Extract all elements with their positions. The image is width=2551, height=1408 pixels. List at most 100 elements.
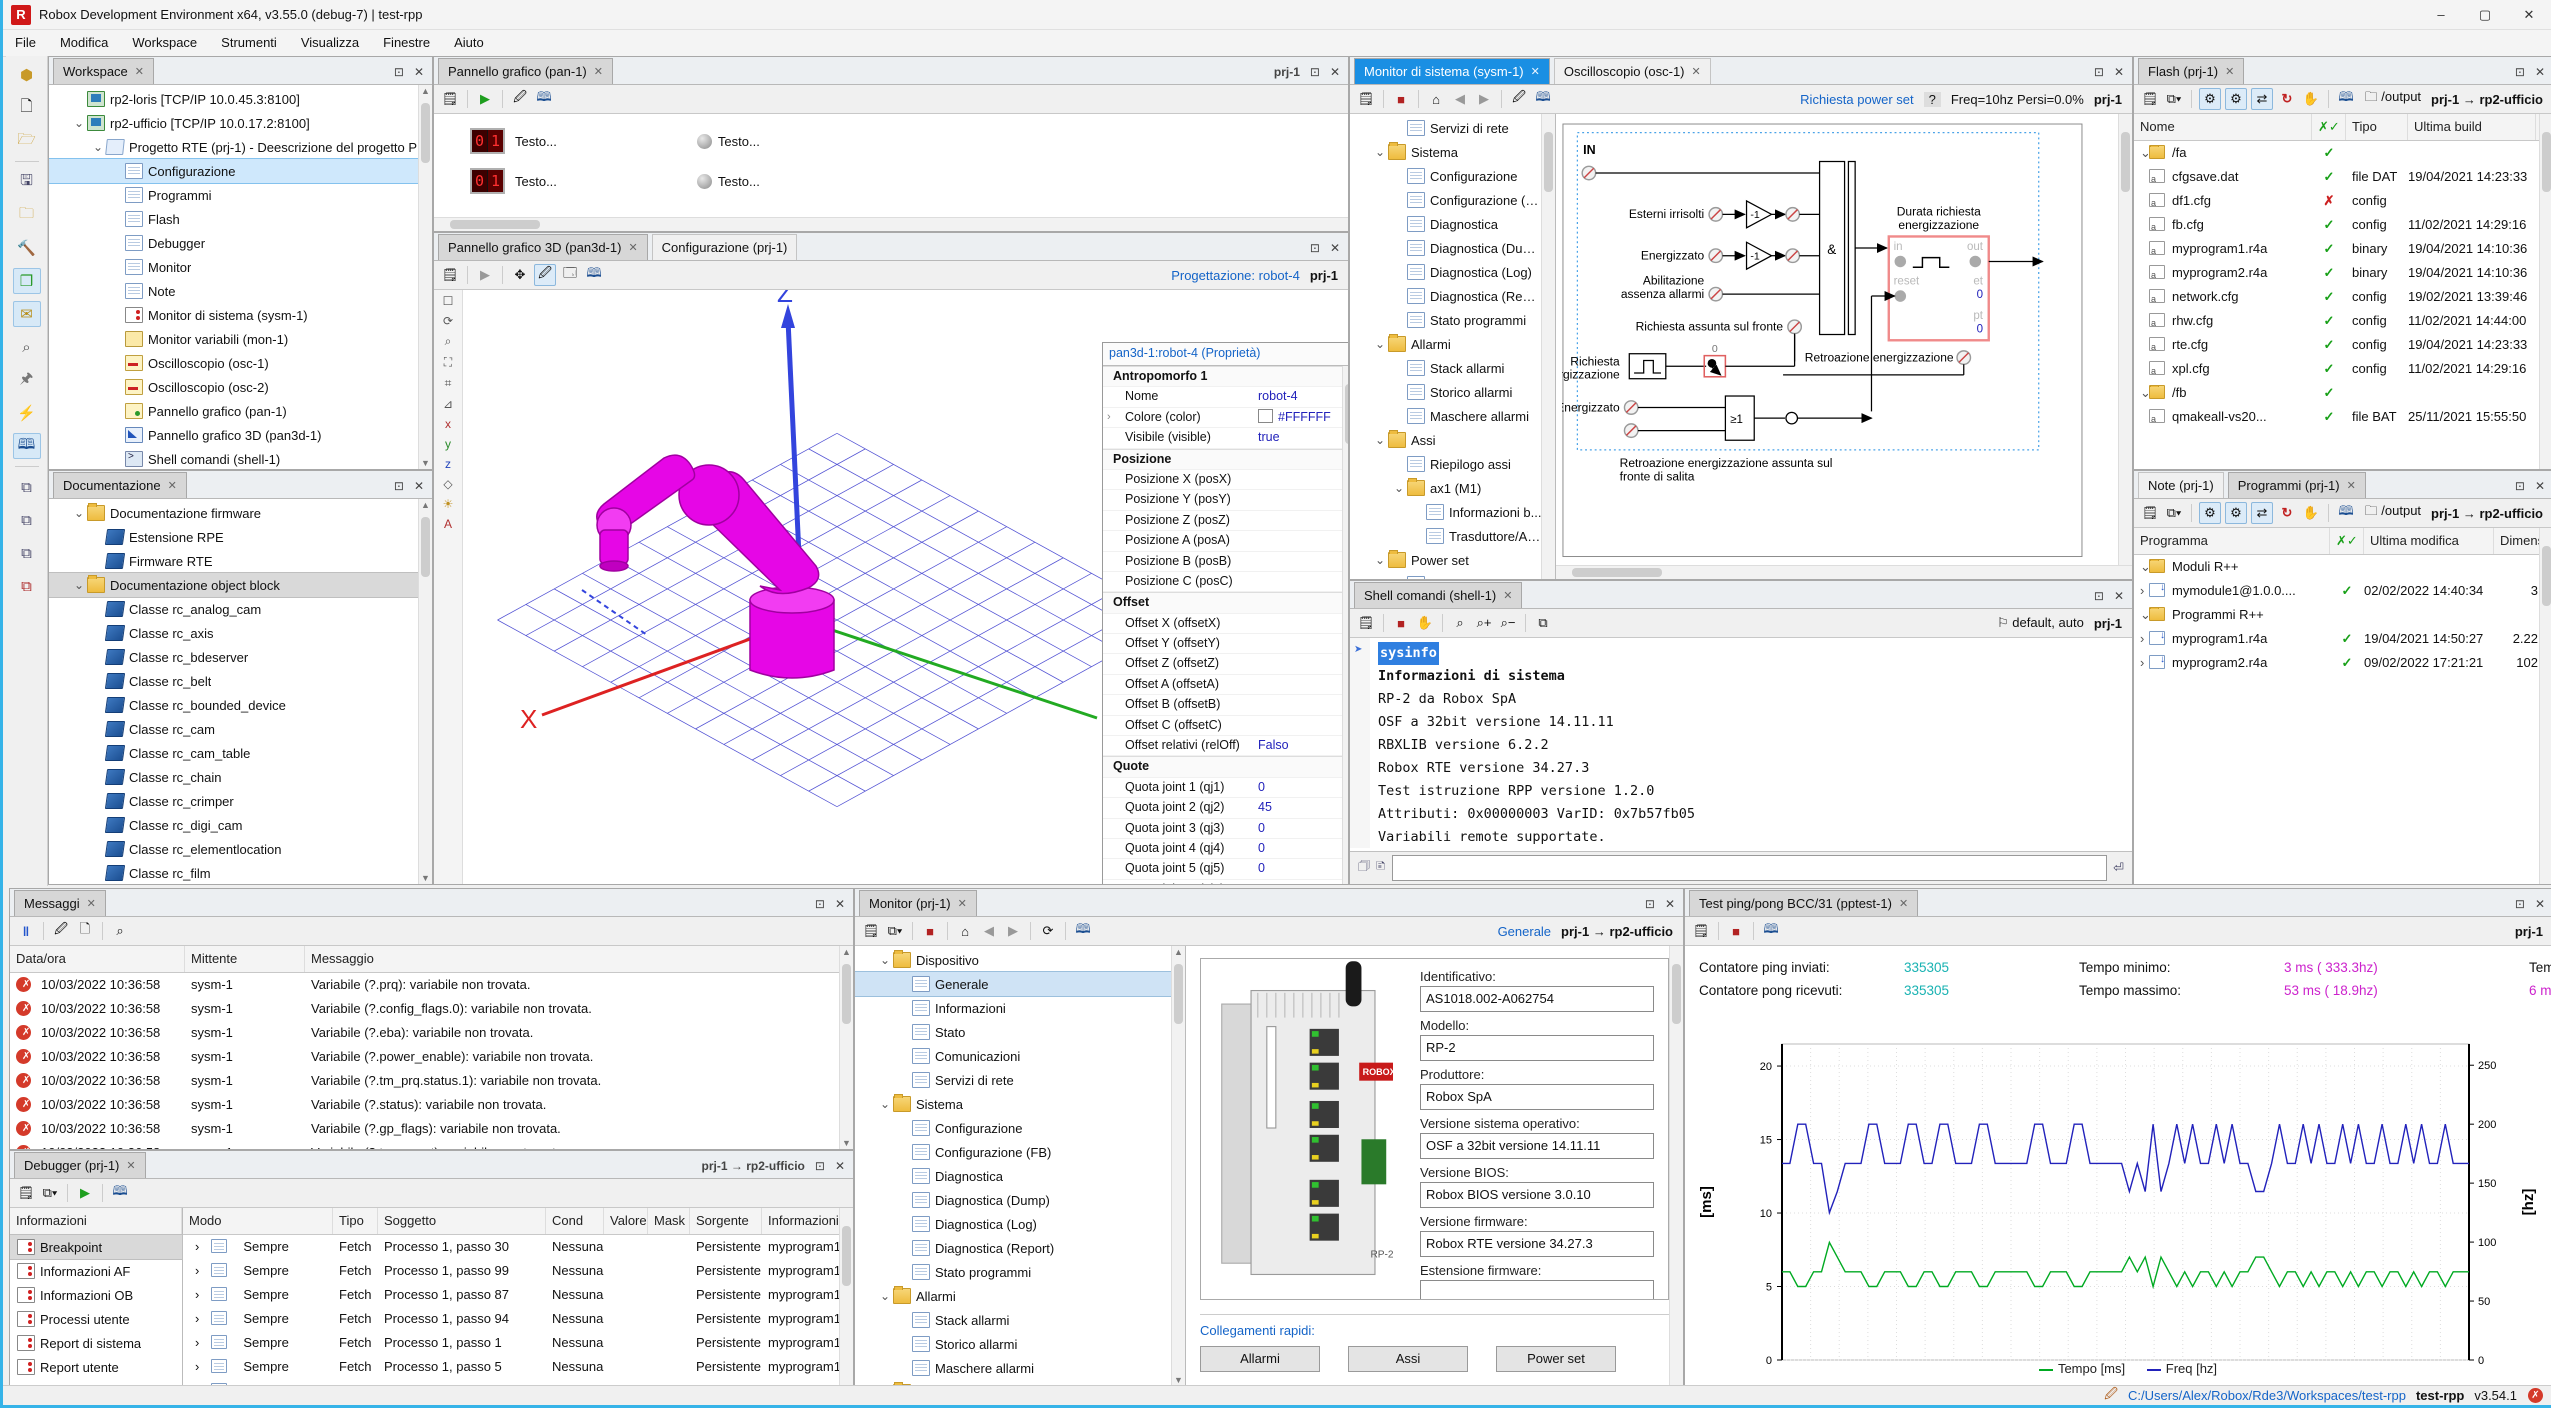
breakpoint-row[interactable]: › Sempre Fetch Processo 1, passo 30 Nessu… (183, 1235, 853, 1259)
field-value[interactable]: RP-2 (1420, 1035, 1654, 1061)
search-icon[interactable]: ⌕ (1456, 615, 1464, 630)
flash-file-row[interactable]: qmakeall-vs20... ✓ file BAT 25/11/2021 1… (2134, 405, 2551, 429)
float-panel-icon[interactable]: ⊡ (2093, 589, 2104, 603)
menu-finestre[interactable]: Finestre (383, 35, 431, 50)
pause-icon[interactable]: ‖ (22, 923, 30, 939)
col-tipo[interactable]: Tipo (2346, 114, 2408, 140)
expander-icon[interactable]: › (2140, 583, 2145, 598)
scrollbar[interactable] (2539, 528, 2551, 884)
close-panel-icon[interactable]: ✕ (834, 1159, 845, 1173)
program-row[interactable]: › myprogram2.r4a ✓ 09/02/2022 17:21:21 1… (2134, 651, 2551, 675)
wizard-icon[interactable]: 🗒 (2141, 91, 2159, 106)
float-panel-icon[interactable]: ⊡ (1644, 897, 1655, 911)
expander-icon[interactable] (2134, 213, 2148, 237)
property-row[interactable]: Offset Z (offsetZ) (1103, 654, 1348, 675)
property-row[interactable]: Quota joint 5 (qj5) 0 (1103, 859, 1348, 880)
menu-modifica[interactable]: Modifica (59, 35, 109, 50)
help-book-icon[interactable]: 🕮 (536, 89, 552, 104)
workspace-tree-item[interactable]: Configurazione (49, 158, 432, 184)
message-row[interactable]: ✗10/03/2022 10:36:58 sysm-1 Variabile (?… (10, 973, 853, 997)
toolbox-icon[interactable]: ⬢ (19, 67, 34, 84)
help-book-icon[interactable]: 🕮 (112, 1183, 128, 1198)
zoom-in-icon[interactable]: ⌕+ (1476, 615, 1492, 630)
col-soggetto[interactable]: Soggetto (378, 1208, 546, 1234)
views-icon[interactable]: ⧉▾ (42, 1185, 58, 1200)
monitor-tree-item[interactable]: Storico allarmi (855, 1332, 1172, 1356)
tab-note[interactable]: Note (prj-1) (2138, 472, 2224, 498)
expander-icon[interactable]: › (2140, 631, 2145, 646)
property-row[interactable]: Offset B (offsetB) (1103, 695, 1348, 716)
breakpoint-row[interactable]: › Sempre Fetch Processo 1, passo 5 Nessun… (183, 1355, 853, 1379)
debugger-category[interactable]: Report di sistema (10, 1331, 182, 1355)
run-icon[interactable]: ▶ (480, 267, 490, 282)
close-panel-icon[interactable]: ✕ (2113, 65, 2124, 79)
tab-pan1[interactable]: Pannello grafico (pan-1) ✕ (438, 58, 613, 84)
debugger-category[interactable]: Breakpoint (10, 1234, 183, 1260)
scrollbar[interactable] (2539, 114, 2551, 469)
wizard-icon[interactable]: 🗒 (17, 1185, 35, 1200)
expander-icon[interactable] (2134, 309, 2148, 333)
col-messaggio[interactable]: Messaggio (305, 946, 853, 972)
property-row[interactable]: Posizione Y (posY) (1103, 490, 1348, 511)
expander-icon[interactable]: ⌄ (1393, 481, 1405, 495)
scrollbar[interactable]: ▲ ▼ (418, 85, 432, 469)
viewport-3d[interactable]: ☐ ⟳ ⌕ ⛶ ⌗ ⊿ x y z ◇ ☀ A (434, 290, 1348, 884)
tab-close-icon[interactable]: ✕ (1503, 589, 1513, 602)
scrollbar[interactable]: ▲ ▼ (418, 499, 432, 884)
shell-output[interactable]: sysinfo Informazioni di sistema RP-2 da Ro… (1370, 638, 2118, 848)
tab-close-icon[interactable]: ✕ (957, 897, 967, 910)
sysm-tree-item[interactable]: ⌄ Power set (1374, 550, 1469, 568)
doc-tree-item[interactable]: Classe rc_axis (49, 621, 432, 645)
tab-configurazione-prj1[interactable]: Configurazione (prj-1) (651, 234, 798, 260)
sysm-tree-item[interactable]: Servizi di rete (1350, 116, 1542, 140)
light-tool-icon[interactable]: ☀ (442, 497, 454, 511)
workspace-tree-item[interactable]: Debugger (49, 231, 432, 255)
col-cond[interactable]: Cond (546, 1208, 604, 1234)
property-row[interactable]: Nome robot-4 (1103, 387, 1348, 408)
help-badge[interactable]: ? (1923, 91, 1941, 107)
scrollbar[interactable] (1669, 946, 1683, 1386)
expander-icon[interactable]: › (2140, 655, 2145, 670)
property-row[interactable]: Antropomorfo 1 (1103, 366, 1348, 388)
tab-close-icon[interactable]: ✕ (1898, 897, 1909, 910)
shell-profile[interactable]: ⚐ default, auto (1996, 615, 2084, 630)
documentation-icon[interactable]: 🕮 (12, 433, 41, 459)
col-nome[interactable]: Nome (2134, 114, 2312, 140)
doc-tree-item[interactable]: Classe rc_crimper (49, 789, 432, 813)
doc-tree-item[interactable]: Classe rc_bounded_device (49, 693, 432, 717)
tab-programmi[interactable]: Programmi (prj-1) ✕ (2227, 472, 2366, 498)
tab-close-icon[interactable]: ✕ (2225, 65, 2235, 78)
monitor-tree-item[interactable]: Diagnostica (Dump) (855, 1188, 1172, 1212)
workspace-tree-item[interactable]: ⌄ rp2-ufficio [TCP/IP 10.0.17.2:8100] (73, 115, 310, 131)
save-icon[interactable]: 🖫 (20, 171, 33, 189)
tab-close-icon[interactable]: ✕ (86, 897, 96, 910)
run-icon[interactable]: ▶ (480, 91, 490, 106)
sysm-tree-item[interactable]: ⌄ Allarmi (1374, 334, 1451, 352)
field-value[interactable]: Robox RTE versione 34.27.3 (1420, 1231, 1654, 1257)
tab-messaggi[interactable]: Messaggi ✕ (14, 890, 106, 916)
doc-tree-item[interactable]: Classe rc_elementlocation (49, 837, 432, 861)
col-check[interactable]: ✗✓ (2312, 114, 2346, 140)
help-book-icon[interactable]: 🕮 (586, 265, 602, 280)
tab-pan3d[interactable]: Pannello grafico 3D (pan3d-1) ✕ (438, 234, 648, 260)
breakpoint-row[interactable]: › Sempre Fetch Processo 1, passo 87 Nessu… (183, 1283, 853, 1307)
sync-icon[interactable]: ⇄ (2251, 502, 2273, 524)
scrollbar[interactable]: ▲ ▼ (1171, 946, 1185, 1386)
workspace-tree-item[interactable]: Programmi (49, 183, 432, 207)
doc-tree-item[interactable]: ⌄ Documentazione firmware (73, 503, 262, 521)
message-row[interactable]: ✗10/03/2022 10:36:58 sysm-1 Variabile (?… (10, 1141, 853, 1149)
window-split-icon[interactable]: ⧉ (21, 478, 32, 496)
select-mode-icon[interactable]: 🖉 (534, 264, 556, 286)
tab-close-icon[interactable]: ✕ (628, 241, 638, 254)
breakpoint-row[interactable]: › Sempre Fetch Processo 1, passo 1 Nessun… (183, 1331, 853, 1355)
flash-file-row[interactable]: myprogram1.r4a ✓ binary 19/04/2021 14:10… (2134, 237, 2551, 261)
workspace-path[interactable]: C:/Users/Alex/Robox/Rde3/Workspaces/test… (2128, 1388, 2406, 1403)
workspace-tree-item[interactable]: Pannello grafico 3D (pan3d-1) (49, 423, 432, 447)
forward-icon[interactable]: ▶ (1479, 91, 1489, 106)
property-row[interactable]: Quota joint 4 (qj4) 0 (1103, 839, 1348, 860)
copy-page-icon[interactable]: ⧉ (1538, 615, 1548, 630)
expander-icon[interactable]: › (195, 1263, 200, 1278)
col-dataora[interactable]: Data/ora (10, 946, 185, 972)
property-row[interactable]: Posizione C (posC) (1103, 572, 1348, 593)
h-scrollbar[interactable] (434, 217, 1348, 231)
